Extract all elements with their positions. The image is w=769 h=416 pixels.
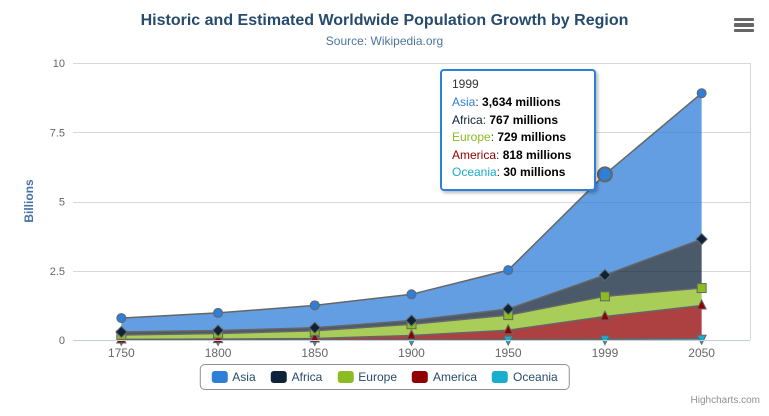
marker-asia-1800[interactable] [213, 307, 224, 318]
marker-africa-1850[interactable] [308, 321, 321, 334]
legend-item-africa[interactable]: Africa [270, 370, 323, 384]
x-axis-label: 2050 [688, 346, 715, 360]
hamburger-icon [734, 17, 754, 22]
x-axis-label: 1950 [495, 346, 522, 360]
legend-swatch-icon [412, 371, 429, 383]
x-axis-label: 1750 [108, 346, 135, 360]
y-axis-title: Billions [22, 179, 36, 223]
tooltip-rows: Asia: 3,634 millions Africa: 767 millions… [452, 94, 584, 182]
marker-america-2050[interactable] [696, 298, 707, 310]
legend-label: Africa [291, 370, 323, 384]
marker-europe-2050[interactable] [696, 283, 707, 294]
x-axis-label: 1800 [205, 346, 232, 360]
tooltip-series-name: Europe [452, 130, 491, 144]
marker-africa-1750[interactable] [115, 325, 128, 339]
tooltip-series-value: 729 millions [497, 130, 567, 144]
marker-africa-2050[interactable] [695, 232, 708, 246]
export-menu-button[interactable] [732, 15, 756, 35]
chart-subtitle: Source: Wikipedia.org [325, 34, 444, 48]
tooltip-row-africa: Africa: 767 millions [452, 112, 559, 127]
area-africa [121, 239, 702, 335]
legend-label: Europe [358, 370, 398, 384]
legend-swatch-icon [337, 371, 354, 383]
hamburger-icon [734, 28, 754, 33]
x-axis-label: 1900 [398, 346, 425, 360]
marker-america-1850[interactable] [309, 331, 321, 343]
marker-america-1999[interactable] [599, 309, 611, 321]
tooltip: 1999 Asia: 3,634 millions Africa: 767 mil… [440, 69, 596, 191]
marker-europe-1999[interactable] [599, 291, 610, 302]
y-axis-label: 5 [59, 197, 65, 209]
legend-item-europe[interactable]: Europe [337, 370, 397, 384]
marker-asia-1750[interactable] [116, 313, 127, 324]
tooltip-row-asia: Asia: 3,634 millions [452, 95, 561, 109]
marker-africa-1900[interactable] [405, 314, 418, 327]
legend-item-america[interactable]: America [412, 370, 477, 384]
marker-asia-1950[interactable] [503, 265, 514, 276]
y-axis-label: 10 [53, 58, 65, 70]
credits-link[interactable]: Highcharts.com [690, 395, 760, 406]
legend-item-oceania[interactable]: Oceania [492, 370, 558, 384]
marker-asia-1999[interactable] [596, 166, 613, 183]
marker-africa-1800[interactable] [211, 324, 225, 337]
legend-label: Asia [232, 370, 256, 384]
tooltip-series-name: Oceania [452, 165, 497, 179]
tooltip-series-name: Asia [452, 95, 476, 109]
legend: Asia Africa Europe America Oceania [199, 364, 570, 390]
x-axis-label: 1999 [592, 346, 619, 360]
hamburger-icon [734, 23, 754, 27]
marker-asia-1900[interactable] [406, 289, 417, 300]
legend-swatch-icon [270, 371, 287, 383]
chart-title: Historic and Estimated Worldwide Populat… [140, 12, 629, 29]
marker-africa-1999[interactable] [598, 268, 612, 282]
tooltip-row-oceania: Oceania: 30 millions [452, 165, 566, 179]
marker-asia-2050[interactable] [696, 88, 707, 99]
y-axis-label: 2.5 [50, 266, 65, 278]
marker-oceania-2050[interactable] [696, 334, 707, 346]
area-asia [121, 93, 702, 332]
tooltip-series-name: America [452, 147, 497, 162]
tooltip-series-value: 767 millions [489, 112, 559, 127]
marker-america-1900[interactable] [406, 328, 417, 340]
marker-asia-1850[interactable] [309, 300, 320, 311]
legend-item-asia[interactable]: Asia [211, 370, 256, 384]
y-axis-label: 0 [59, 335, 65, 347]
tooltip-series-name: Africa [452, 112, 483, 127]
tooltip-series-value: 30 millions [503, 165, 566, 179]
y-axis-label: 7.5 [50, 127, 65, 139]
tooltip-series-value: 3,634 millions [482, 95, 561, 109]
legend-label: America [433, 370, 478, 384]
marker-africa-1950[interactable] [502, 302, 515, 316]
tooltip-row-europe: Europe: 729 millions [452, 130, 567, 144]
legend-label: Oceania [513, 370, 558, 384]
marker-america-1950[interactable] [502, 323, 514, 335]
legend-swatch-icon [492, 371, 509, 383]
tooltip-row-america: America: 818 millions [452, 147, 572, 162]
area-america [121, 305, 702, 340]
x-axis-label: 1850 [301, 346, 328, 360]
tooltip-header: 1999 [452, 77, 479, 91]
tooltip-series-value: 818 millions [502, 147, 572, 162]
legend-swatch-icon [211, 371, 228, 383]
